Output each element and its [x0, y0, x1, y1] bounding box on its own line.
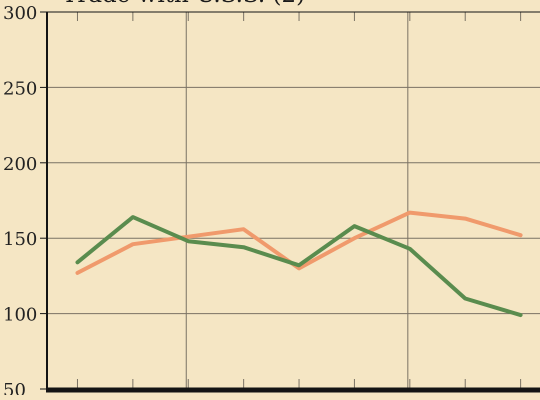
series-line-1 — [75, 210, 523, 275]
series-line-2 — [75, 215, 523, 318]
chart-title: Trade with U.S.S. (2) — [62, 0, 305, 8]
y-tick-label: 300 — [3, 3, 37, 24]
axis-layer: 50 100 150 200 250 300 — [3, 3, 540, 400]
y-tick-label: 100 — [3, 305, 37, 326]
series-layer — [75, 210, 523, 318]
y-tick-label: 200 — [3, 154, 37, 175]
y-tick-label: 50 — [3, 380, 26, 395]
y-tick-label: 250 — [3, 78, 37, 99]
y-tick-label: 150 — [3, 229, 37, 250]
